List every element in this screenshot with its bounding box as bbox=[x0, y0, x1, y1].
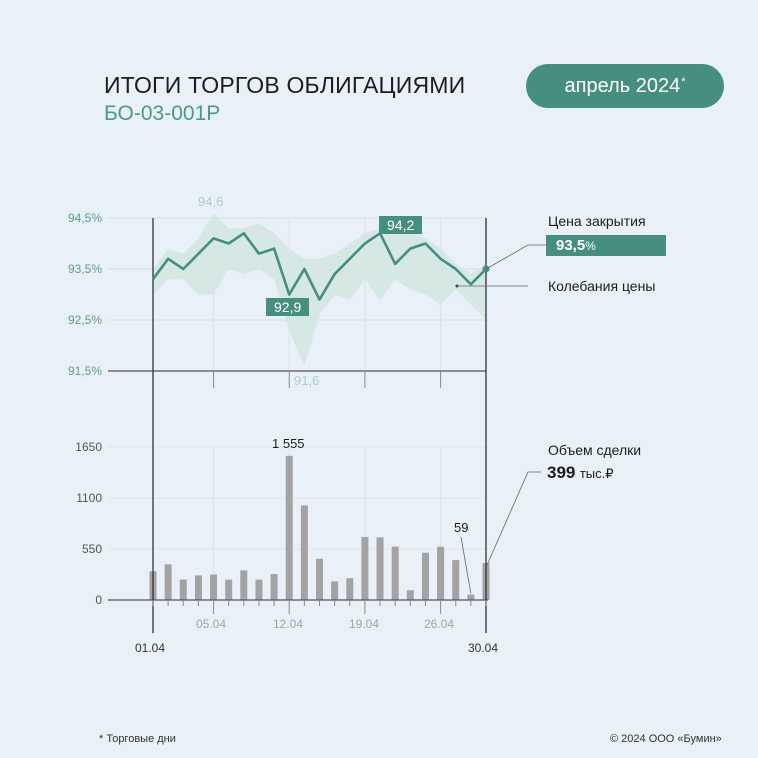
volume-tick-1650: 1650 bbox=[75, 440, 102, 454]
price-range-legend-label: Колебания цены bbox=[548, 278, 656, 294]
volume-bar bbox=[240, 570, 248, 600]
volume-bar bbox=[300, 505, 308, 600]
volume-bar bbox=[346, 578, 354, 600]
volume-last-value: 399 тыс.₽ bbox=[547, 463, 614, 483]
volume-bar bbox=[376, 537, 384, 600]
volume-bar bbox=[331, 581, 339, 600]
volume-tick-550: 550 bbox=[81, 542, 102, 556]
close-price-legend-label: Цена закрытия bbox=[548, 213, 646, 229]
volume-tick-1100: 1100 bbox=[76, 491, 102, 505]
price-range-band bbox=[153, 212, 486, 366]
volume-bar bbox=[179, 579, 187, 600]
price-max-label: 94,6 bbox=[198, 194, 224, 209]
price-tick-92-5: 92,5% bbox=[67, 313, 102, 327]
volume-bar bbox=[225, 579, 233, 600]
volume-bar bbox=[164, 564, 172, 600]
x-label-19-04: 19.04 bbox=[349, 617, 380, 631]
volume-bar bbox=[437, 546, 445, 600]
price-tick-94-5: 94,5% bbox=[67, 211, 102, 225]
price-tick-93-5: 93,5% bbox=[67, 262, 102, 276]
volume-bar bbox=[270, 574, 278, 600]
volume-bar bbox=[210, 574, 218, 600]
close-price-line bbox=[151, 232, 487, 301]
chart-axes bbox=[108, 218, 488, 633]
period-badge-label: апрель 2024 bbox=[564, 74, 681, 97]
volume-bar bbox=[194, 575, 202, 600]
volume-min-label: 59 bbox=[454, 520, 469, 535]
x-label-01-04: 01.04 bbox=[135, 641, 166, 655]
close-high-badge: 94,2 bbox=[379, 216, 423, 234]
volume-bar bbox=[316, 558, 323, 600]
page-title: ИТОГИ ТОРГОВ ОБЛИГАЦИЯМИ bbox=[104, 72, 466, 98]
x-label-30-04: 30.04 bbox=[468, 641, 499, 655]
price-tick-91-5: 91,5% bbox=[67, 364, 102, 378]
volume-bar bbox=[361, 536, 369, 600]
volume-bar bbox=[467, 594, 475, 600]
footnote-trading-days: * Торговые дни bbox=[99, 733, 176, 745]
price-min-label: 91,6 bbox=[294, 373, 320, 388]
volume-bars bbox=[149, 455, 490, 600]
close-price-value-badge: 93,5% bbox=[546, 235, 666, 256]
x-label-05-04: 05.04 bbox=[196, 617, 227, 631]
volume-bar bbox=[285, 455, 293, 600]
legend-leader-lines bbox=[455, 244, 546, 594]
volume-bar bbox=[255, 579, 263, 600]
close-low-badge: 92,9 bbox=[266, 298, 310, 316]
volume-tick-0: 0 bbox=[95, 593, 102, 607]
close-price-value: 93,5 bbox=[556, 237, 586, 254]
close-price-unit: % bbox=[585, 239, 596, 253]
volume-last-number: 399 bbox=[547, 463, 576, 482]
volume-bar bbox=[406, 590, 414, 600]
volume-legend-label: Объем сделки bbox=[548, 442, 642, 458]
volume-bar bbox=[421, 552, 429, 600]
bond-code: БО-03-001Р bbox=[104, 102, 221, 125]
x-label-12-04: 12.04 bbox=[273, 617, 304, 631]
period-footnote-mark: * bbox=[681, 76, 686, 88]
copyright: © 2024 ООО «Бумин» bbox=[610, 733, 722, 745]
volume-last-unit: тыс.₽ bbox=[579, 466, 614, 481]
period-badge: апрель 2024 * bbox=[526, 64, 724, 108]
volume-bar bbox=[452, 560, 460, 600]
x-label-26-04: 26.04 bbox=[424, 617, 455, 631]
volume-bar bbox=[391, 546, 399, 600]
volume-max-label: 1 555 bbox=[272, 436, 305, 451]
